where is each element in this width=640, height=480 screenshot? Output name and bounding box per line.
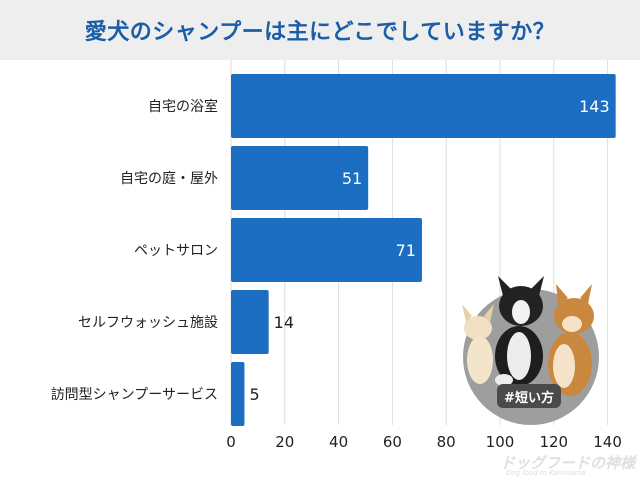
x-tick-label-120: 120 bbox=[539, 433, 568, 451]
x-tick-label-80: 80 bbox=[437, 433, 456, 451]
category-label-2: ペットサロン bbox=[134, 243, 218, 259]
chart-title: 愛犬のシャンプーは主にどこでしていますか？ bbox=[84, 20, 556, 45]
bar-chart: 0 20 40 60 80 100 120 140 143 自宅の浴室 51 自宅の庭・屋外 71 ペット… bbox=[51, 60, 622, 451]
x-tick-label-40: 40 bbox=[329, 433, 348, 451]
bar-1 bbox=[231, 146, 369, 210]
x-tick-label-100: 100 bbox=[486, 433, 515, 451]
logo-sub-text: Dog food to Kamisama bbox=[506, 469, 586, 477]
x-tick-label-0: 0 bbox=[226, 433, 236, 451]
value-label-4: 5 bbox=[249, 385, 259, 404]
category-label-3: セルフウォッシュ施設 bbox=[78, 315, 218, 331]
labels-layer: 0 20 40 60 80 100 120 140 143 自宅の浴室 51 自宅の庭・屋外 71 ペット… bbox=[51, 97, 622, 451]
value-label-2: 71 bbox=[396, 241, 416, 260]
category-label-4: 訪問型シャンプーサービス bbox=[51, 387, 218, 403]
title-bar: 愛犬のシャンプーは主にどこでしていますか？ bbox=[0, 0, 640, 60]
bar-0 bbox=[231, 74, 616, 138]
short-hair-badge: #短い方 bbox=[497, 384, 561, 408]
category-label-1: 自宅の庭・屋外 bbox=[120, 170, 218, 187]
logo-main-text: ドッグフードの神様 bbox=[500, 454, 636, 472]
bar-3 bbox=[231, 290, 269, 354]
category-label-0: 自宅の浴室 bbox=[148, 98, 218, 115]
value-label-1: 51 bbox=[342, 169, 362, 188]
value-label-3: 14 bbox=[274, 313, 294, 332]
bar-4 bbox=[231, 362, 245, 426]
bar-2 bbox=[231, 218, 422, 282]
x-tick-label-20: 20 bbox=[275, 433, 294, 451]
site-logo: ドッグフードの神様 Dog food to Kamisama bbox=[500, 452, 636, 477]
x-tick-label-140: 140 bbox=[593, 433, 622, 451]
bars-layer bbox=[231, 74, 616, 426]
value-label-0: 143 bbox=[579, 97, 610, 116]
x-tick-label-60: 60 bbox=[383, 433, 402, 451]
